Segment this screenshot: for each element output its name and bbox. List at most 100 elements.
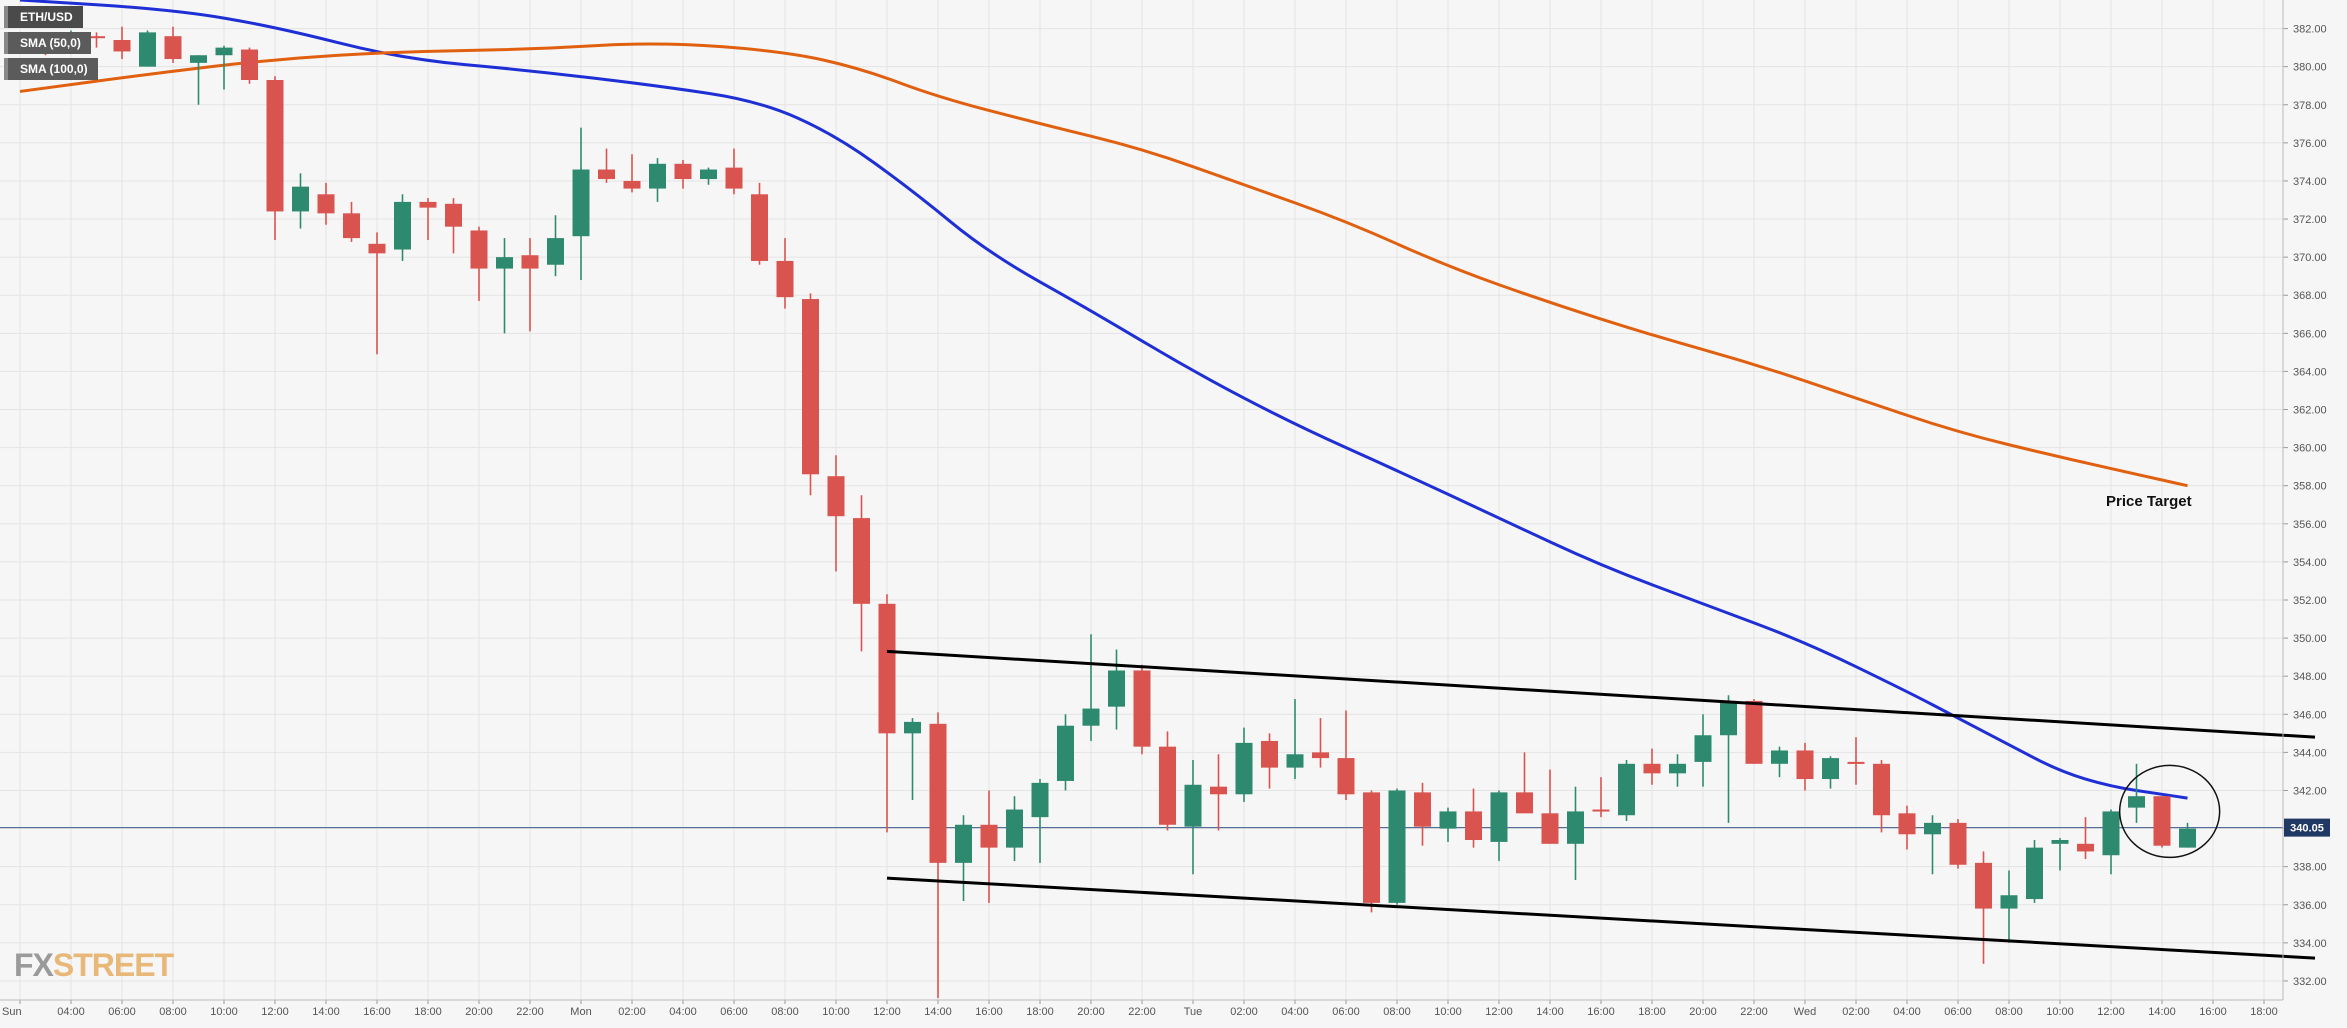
candle-body: [2077, 843, 2094, 852]
x-tick-label: 14:00: [2148, 1006, 2176, 1018]
candle-body: [1082, 708, 1100, 726]
candle: [929, 712, 947, 999]
candle: [1286, 699, 1304, 780]
x-tick-label: 08:00: [1995, 1006, 2023, 1018]
candle-body: [572, 169, 590, 237]
candle: [139, 30, 156, 67]
legend-sma50[interactable]: SMA (50,0): [4, 32, 91, 54]
candle: [802, 293, 819, 496]
candle: [623, 154, 641, 193]
candle: [521, 238, 539, 332]
x-tick-label: 02:00: [618, 1006, 646, 1018]
candle-body: [266, 80, 284, 212]
candle-body: [2179, 828, 2196, 848]
candle-body: [317, 194, 335, 214]
candle-body: [1541, 813, 1559, 844]
candle: [827, 455, 845, 572]
x-tick-label: 18:00: [1638, 1006, 1666, 1018]
candle: [1822, 756, 1839, 789]
candle: [700, 167, 717, 185]
x-tick-label: 14:00: [924, 1006, 952, 1018]
candle: [1337, 710, 1355, 800]
current-price-badge: [2284, 818, 2330, 837]
price-target-label: Price Target: [2106, 493, 2192, 510]
candle-body: [1465, 811, 1482, 840]
candle: [1516, 752, 1533, 814]
y-tick-label: 366.00: [2293, 328, 2327, 340]
x-tick-label: Tue: [1184, 1006, 1203, 1018]
x-tick-label: 08:00: [159, 1006, 187, 1018]
candle-body: [1720, 700, 1737, 736]
y-tick-label: 348.00: [2293, 671, 2327, 683]
candle-body: [1006, 809, 1023, 848]
candle-body: [241, 49, 258, 80]
candle-body: [1337, 758, 1355, 795]
y-tick-label: 382.00: [2293, 24, 2327, 36]
fxstreet-watermark: FXSTREET: [14, 947, 175, 983]
y-tick-label: 344.00: [2293, 747, 2327, 759]
x-tick-label: Mon: [570, 1006, 591, 1018]
candle: [1847, 737, 1865, 785]
candle: [2077, 817, 2094, 860]
candle: [266, 76, 284, 240]
candle-body: [215, 47, 233, 56]
candle-body: [1235, 742, 1253, 795]
candle: [1592, 777, 1610, 818]
candle: [1082, 634, 1100, 741]
candle: [853, 495, 870, 652]
candle-body: [139, 32, 156, 67]
x-tick-label: 20:00: [465, 1006, 493, 1018]
candle-body: [649, 163, 666, 189]
candle-body: [1822, 758, 1839, 780]
watermark-street: STREET: [53, 947, 175, 983]
candle: [1414, 782, 1431, 846]
candle-body: [2000, 895, 2018, 909]
candle-body: [1516, 792, 1533, 814]
candle-body: [1618, 763, 1635, 816]
y-tick-label: 378.00: [2293, 100, 2327, 112]
candle: [368, 232, 386, 355]
x-tick-label: 06:00: [1944, 1006, 1972, 1018]
candle: [164, 26, 182, 63]
candle: [1924, 815, 1941, 875]
candle: [88, 32, 105, 48]
candle: [1567, 786, 1584, 880]
candle: [1184, 760, 1202, 875]
candle-body: [802, 299, 819, 475]
candle-body: [1184, 784, 1202, 827]
candle: [496, 238, 513, 334]
x-tick-label: 12:00: [873, 1006, 901, 1018]
candle-body: [751, 194, 768, 261]
candle-body: [1388, 790, 1406, 903]
candle-body: [1847, 761, 1865, 764]
candle-body: [470, 230, 488, 269]
candle-body: [2128, 796, 2145, 808]
candles: [11, 26, 2196, 999]
candle-body: [725, 167, 743, 189]
x-tick-label: 10:00: [2046, 1006, 2074, 1018]
candle-body: [445, 203, 462, 227]
candle-body: [1312, 752, 1329, 759]
candle-body: [2153, 796, 2171, 846]
y-tick-label: 358.00: [2293, 481, 2327, 493]
x-tick-label: 02:00: [1842, 1006, 1870, 1018]
legend-symbol[interactable]: ETH/USD: [4, 6, 83, 28]
y-tick-label: 334.00: [2293, 938, 2327, 950]
candle: [113, 26, 131, 60]
candle: [2026, 840, 2043, 903]
x-tick-label: 20:00: [1689, 1006, 1717, 1018]
candle-body: [419, 201, 437, 208]
candle: [1975, 851, 1992, 964]
highlight-circle: [2118, 764, 2221, 859]
candle-body: [547, 238, 564, 265]
candle: [547, 215, 564, 277]
candle-body: [2026, 847, 2043, 900]
x-tick-label: Sun: [2, 1006, 22, 1018]
candle-body: [113, 40, 131, 52]
candle: [1031, 779, 1049, 863]
legend-sma100[interactable]: SMA (100,0): [4, 58, 98, 80]
y-tick-label: 350.00: [2293, 633, 2327, 645]
candle-body: [368, 243, 386, 254]
candle-body: [1669, 763, 1686, 774]
candle-body: [1898, 813, 1916, 835]
